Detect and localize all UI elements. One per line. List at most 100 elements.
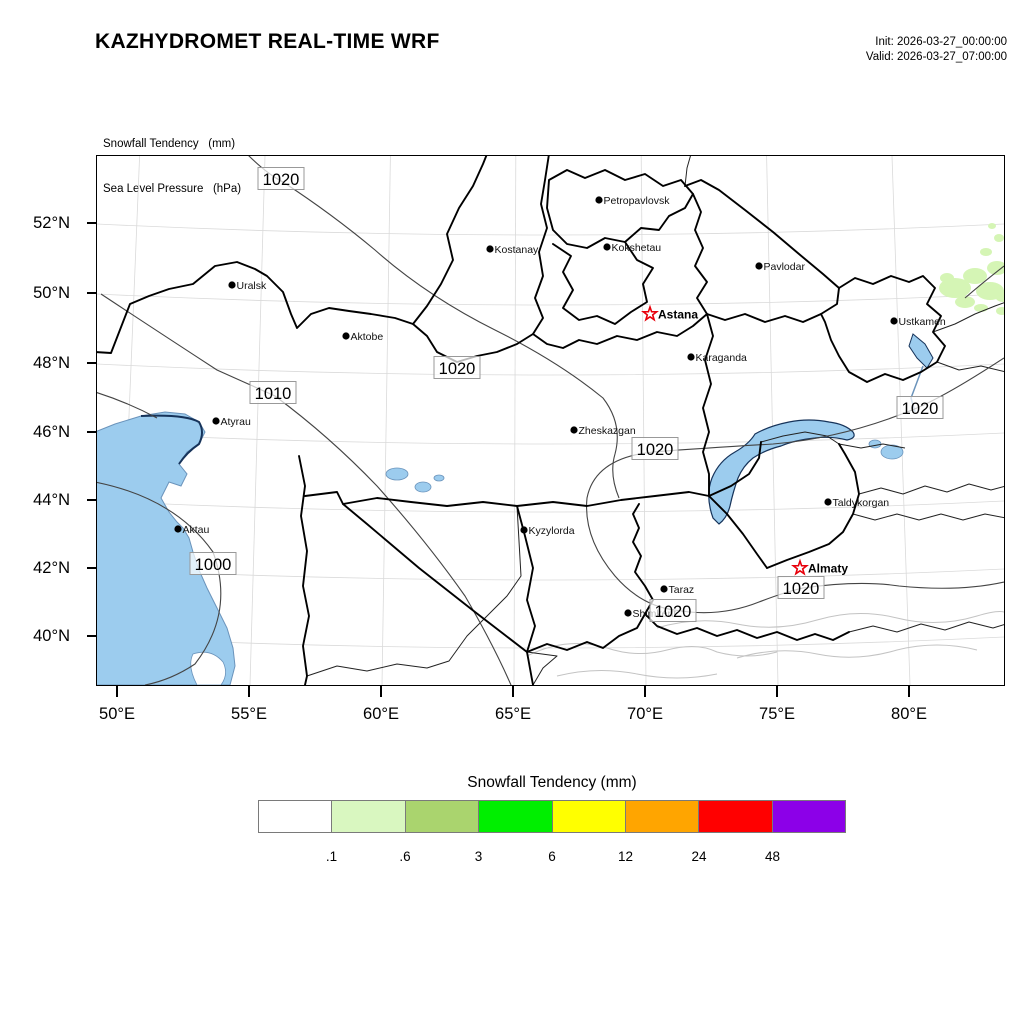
lon-tick [644, 685, 646, 697]
colorbar-cell [478, 800, 553, 833]
city-label-taldykorgan: Taldykorgan [833, 497, 890, 509]
lat-tick [87, 635, 96, 637]
colorbar-cell [771, 800, 846, 833]
city-dot-shimkent [624, 609, 632, 617]
city-dot-aktobe [342, 332, 350, 340]
city-dot-taraz [660, 585, 668, 593]
pressure-label: 1020 [902, 400, 939, 418]
graticule-meridian [891, 156, 911, 685]
small-lake [414, 481, 432, 493]
oblast-border [820, 275, 946, 383]
oblast-border [644, 613, 850, 641]
colorbar-cell [698, 800, 773, 833]
valid-time: Valid: 2026-03-27_07:00:00 [865, 51, 1007, 63]
colorbar-tick-label: 3 [474, 849, 483, 864]
lon-label: 60°E [363, 705, 399, 723]
graticule-parallel [97, 363, 1004, 376]
city-label-pavlodar: Pavlodar [764, 261, 806, 273]
graticule-meridian [640, 156, 647, 685]
pressure-label-box [649, 599, 697, 622]
city-dot-taldykorgan [824, 498, 832, 506]
city-dot-karaganda [687, 353, 695, 361]
colorbar-tick-label: 6 [548, 849, 556, 864]
pressure-label: 1020 [637, 441, 674, 459]
lon-label: 75°E [759, 705, 795, 723]
oblast-border [552, 241, 654, 325]
oblast-border [632, 503, 654, 615]
lon-tick [908, 685, 910, 697]
colorbar [258, 800, 846, 833]
pressure-label-box [249, 381, 297, 404]
map-frame: Petropavlovsk Kostanay Kokshetau Pavlodar Ur… [96, 155, 1005, 686]
graticule-meridian [381, 156, 391, 685]
colorbar-cell [404, 800, 480, 833]
oblast-border [702, 313, 714, 497]
colorbar-cell [624, 800, 700, 833]
lon-label: 55°E [231, 705, 267, 723]
snowfall-patch [974, 304, 988, 312]
run-times: Init: 2026-03-27_00:00:00 Valid: 2026-03… [866, 35, 1007, 65]
graticule-parallel [97, 293, 1004, 306]
colorbar-title: Snowfall Tendency (mm) [467, 774, 637, 791]
pressure-label-box [433, 356, 481, 379]
lon-label: 80°E [891, 705, 927, 723]
lat-label: 40°N [33, 627, 70, 645]
lat-tick [87, 431, 96, 433]
city-label-kostanay: Kostanay [495, 244, 540, 256]
caspian-sea [97, 411, 236, 685]
field-line-pressure: Sea Level Pressure (hPa) [103, 183, 242, 195]
lat-tick [87, 292, 96, 294]
oblast-border [304, 491, 768, 569]
oblast-border [708, 441, 762, 497]
city-dot-ustkamen [890, 317, 898, 325]
lon-tick [776, 685, 778, 697]
small-lake [868, 439, 882, 449]
graticule-parallel [97, 500, 1004, 513]
pressure-contour [248, 156, 620, 499]
lon-label: 65°E [495, 705, 531, 723]
field-line-snowfall: Snowfall Tendency (mm) [103, 138, 236, 150]
graticule-parallel [97, 223, 1004, 236]
lat-tick [87, 499, 96, 501]
colorbar-tick-label: 24 [691, 849, 707, 864]
city-star-astana [641, 304, 659, 322]
snowfall-patch [940, 273, 954, 283]
country-border [760, 431, 906, 449]
country-border [684, 156, 691, 187]
graticule-meridian [249, 156, 266, 685]
snowfall-patch [980, 248, 992, 256]
pressure-label-box [631, 437, 679, 460]
city-dot-atyrau [212, 417, 220, 425]
oblast-border [684, 179, 840, 289]
pressure-contour [97, 392, 158, 419]
caspian-north-coast [140, 414, 203, 465]
lon-tick [380, 685, 382, 697]
snowfall-patch [995, 290, 1004, 302]
city-dot-kyzylorda [520, 526, 528, 534]
oblast-border [766, 443, 860, 569]
lat-label: 46°N [33, 423, 70, 441]
oblast-border [546, 169, 694, 249]
city-label-petropavlovsk: Petropavlovsk [604, 195, 671, 207]
city-dot-kokshetau [603, 243, 611, 251]
lon-label: 70°E [627, 705, 663, 723]
pressure-label: 1020 [439, 360, 476, 378]
lat-label: 44°N [33, 491, 70, 509]
country-border [526, 651, 558, 685]
graticule-meridian [766, 156, 779, 685]
weather-map: Petropavlovsk Kostanay Kokshetau Pavlodar Ur… [97, 156, 1004, 685]
pressure-label: 1020 [783, 580, 820, 598]
pressure-label-box [777, 576, 825, 599]
city-label-taraz: Taraz [669, 584, 695, 596]
pressure-label-box [896, 396, 944, 419]
city-label-aktau: Aktau [183, 524, 210, 536]
lat-label: 52°N [33, 214, 70, 232]
pressure-contour [964, 265, 1004, 299]
city-star-almaty [791, 558, 809, 576]
lat-tick [87, 362, 96, 364]
city-dot-pavlodar [755, 262, 763, 270]
oblast-border [412, 156, 488, 325]
city-label-aktobe: Aktobe [351, 331, 384, 343]
snowfall-patch [996, 307, 1004, 315]
